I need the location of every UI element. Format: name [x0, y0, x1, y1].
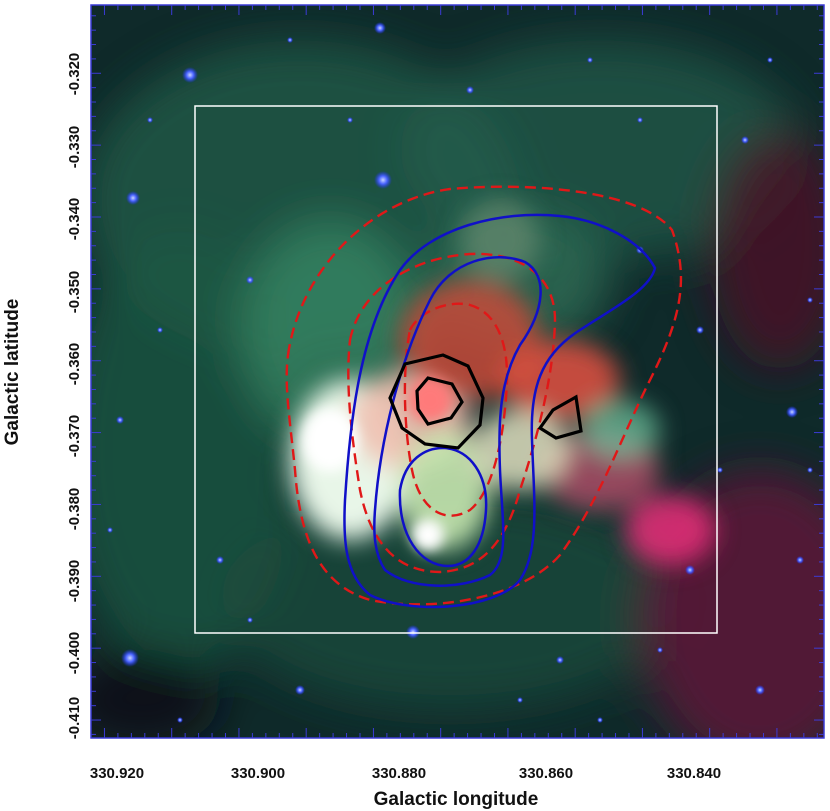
y-tick-label: -0.400 [66, 632, 83, 675]
y-tick-labels: -0.320 -0.330 -0.340 -0.350 -0.360 -0.37… [66, 53, 83, 740]
y-tick-label: -0.350 [66, 271, 83, 314]
x-tick-label: 330.900 [231, 765, 285, 782]
x-tick-label: 330.840 [667, 765, 721, 782]
y-tick-label: -0.390 [66, 560, 83, 603]
x-tick-label: 330.860 [519, 765, 573, 782]
y-tick-label: -0.340 [66, 198, 83, 241]
x-tick-label: 330.920 [90, 765, 144, 782]
y-tick-label: -0.330 [66, 126, 83, 169]
black-contour-inner [415, 376, 464, 426]
y-tick-label: -0.370 [66, 415, 83, 458]
x-tick-label: 330.880 [372, 765, 426, 782]
blue-contour-inner [398, 446, 488, 568]
y-tick-label: -0.360 [66, 343, 83, 386]
y-axis-title: Galactic latitude [2, 299, 23, 446]
blue-contour-middle [373, 256, 542, 587]
y-tick-label: -0.380 [66, 488, 83, 531]
y-tick-label: -0.410 [66, 697, 83, 740]
blue-contours [343, 213, 657, 609]
sky-image [91, 5, 824, 738]
black-contours [388, 353, 583, 450]
red-dashed-contours [285, 185, 683, 606]
red-contour-inner [403, 302, 509, 517]
y-tick-label: -0.320 [66, 53, 83, 96]
black-contour-small [537, 394, 583, 440]
axis-ticks [90, 5, 824, 738]
x-tick-labels: 330.920 330.900 330.880 330.860 330.840 [90, 765, 721, 782]
black-contour-outer [388, 353, 485, 450]
star-field [107, 22, 813, 723]
plot-frame [90, 4, 825, 739]
red-contour-middle [347, 252, 557, 574]
red-contour-outer [285, 185, 683, 606]
x-axis-title: Galactic longitude [374, 789, 539, 810]
blue-contour-outer [343, 213, 657, 609]
region-box [194, 105, 718, 634]
